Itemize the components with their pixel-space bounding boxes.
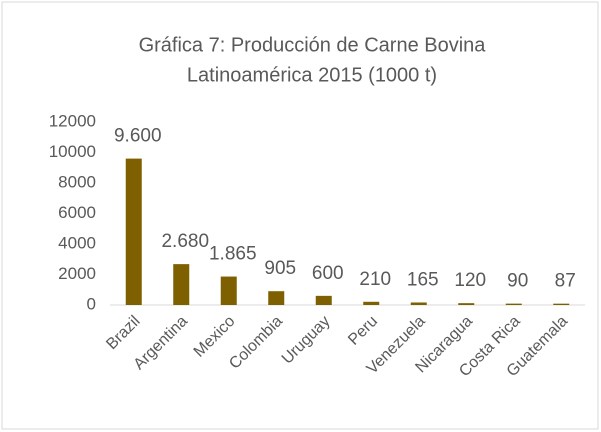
bar xyxy=(220,276,237,305)
y-tick-label: 6000 xyxy=(58,203,96,222)
y-tick-label: 4000 xyxy=(58,233,96,252)
value-label: 90 xyxy=(507,271,528,292)
bar xyxy=(458,303,475,305)
value-label: 1.865 xyxy=(209,244,257,265)
bar xyxy=(505,303,522,305)
chart-title: Gráfica 7: Producción de Carne Bovina xyxy=(139,34,487,56)
value-label: 87 xyxy=(555,271,576,292)
value-label: 905 xyxy=(264,258,296,279)
y-tick-label: 8000 xyxy=(58,172,96,191)
bar xyxy=(363,301,380,305)
bar xyxy=(553,303,570,305)
value-label: 165 xyxy=(407,269,439,290)
value-label: 600 xyxy=(312,263,344,284)
bar xyxy=(315,295,332,305)
value-label: 2.680 xyxy=(161,231,209,252)
y-tick-label: 0 xyxy=(87,294,96,313)
value-label: 210 xyxy=(359,269,391,290)
bar xyxy=(410,302,427,305)
y-tick-label: 12000 xyxy=(49,111,96,130)
value-label: 120 xyxy=(454,270,486,291)
value-label: 9.600 xyxy=(114,126,162,147)
bar xyxy=(173,264,190,305)
chart-title: Latinoamérica 2015 (1000 t) xyxy=(187,64,437,86)
y-tick-label: 2000 xyxy=(58,264,96,283)
bar xyxy=(125,158,142,305)
y-tick-label: 10000 xyxy=(49,142,96,161)
bar xyxy=(268,291,285,305)
